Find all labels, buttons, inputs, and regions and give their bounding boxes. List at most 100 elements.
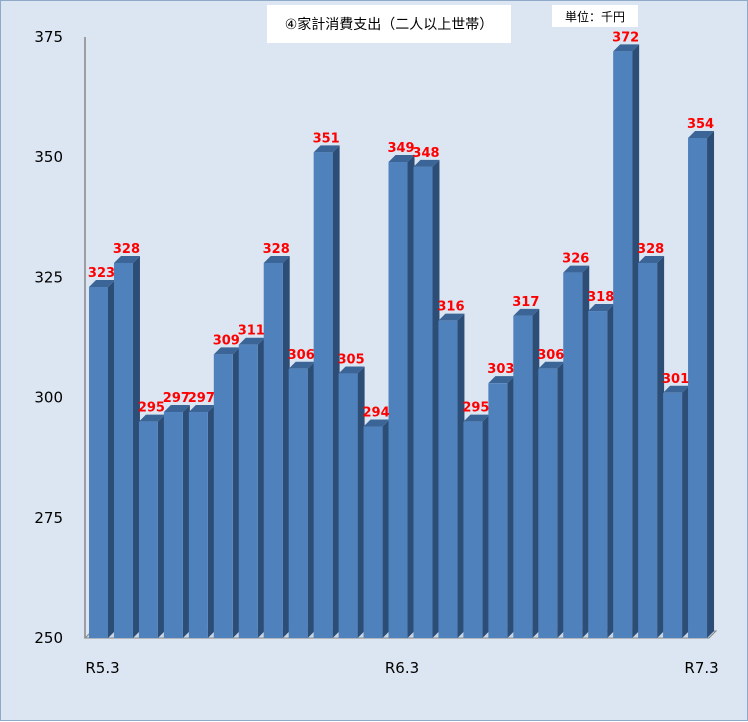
data-label: 301 (662, 372, 689, 387)
x-tick-label: R5.3 (85, 659, 119, 677)
bar (288, 361, 315, 638)
bar-front (138, 421, 158, 638)
data-label: 306 (288, 348, 315, 363)
bar (89, 280, 115, 638)
bar-front (588, 311, 608, 638)
bar (438, 313, 465, 638)
bar (613, 44, 640, 638)
data-label: 348 (412, 146, 439, 161)
data-label: 372 (612, 30, 639, 45)
data-label: 295 (138, 401, 165, 416)
y-axis-ticks: 250 275 300 325 350 375 (34, 28, 63, 647)
data-labels: 3233282952972973093113283063513052943493… (88, 30, 714, 420)
bar (313, 145, 340, 638)
bar (563, 265, 590, 638)
bar-top (363, 419, 390, 427)
data-label: 328 (263, 242, 290, 257)
bar-top (238, 337, 265, 345)
data-label: 311 (238, 324, 265, 339)
y-tick-label: 300 (34, 389, 63, 407)
bar-side (357, 366, 365, 638)
bar-front (338, 373, 358, 638)
bar-top (688, 130, 715, 138)
bar (138, 414, 165, 638)
bar-side (557, 361, 565, 638)
bar-top (113, 255, 140, 263)
bar-top (488, 376, 515, 384)
bar-side (407, 155, 415, 638)
bar-front (238, 344, 258, 638)
data-label: 297 (188, 391, 215, 406)
data-label: 323 (88, 266, 115, 281)
bar (363, 419, 390, 638)
bar-top (288, 361, 315, 369)
bar (638, 255, 665, 638)
data-label: 316 (437, 300, 464, 315)
bar-front (488, 383, 508, 638)
bar-top (313, 145, 340, 153)
bar (163, 405, 190, 638)
data-label: 328 (113, 242, 140, 257)
bar-top (213, 347, 240, 355)
x-tick-label: R6.3 (385, 659, 419, 677)
bar-side (132, 255, 140, 638)
bar (488, 376, 515, 638)
bar-top (563, 265, 590, 273)
bar-top (588, 304, 615, 312)
bar-front (538, 368, 558, 638)
bar-front (563, 272, 583, 638)
y-tick-label: 250 (34, 629, 63, 647)
data-label: 309 (213, 333, 240, 348)
data-label: 303 (487, 362, 514, 377)
bar-front (413, 166, 433, 639)
data-label: 354 (687, 117, 714, 132)
bar-side (657, 255, 665, 638)
bar-front (513, 315, 533, 638)
bar (213, 347, 240, 638)
bar (238, 337, 265, 638)
bar-top (163, 405, 190, 413)
data-label: 317 (512, 295, 539, 310)
bar-top (89, 280, 115, 288)
bar-side (507, 376, 515, 638)
unit-label: 単位：千円 (552, 5, 638, 27)
data-label: 305 (338, 353, 365, 368)
bar (188, 405, 215, 638)
bar-top (513, 308, 540, 316)
data-label: 351 (313, 131, 340, 146)
bar-front (313, 152, 333, 638)
bar (688, 130, 715, 638)
bar-front (438, 320, 458, 638)
bar-side (157, 414, 165, 638)
bar-side (382, 419, 390, 638)
bar-top (438, 313, 465, 321)
data-label: 318 (587, 290, 614, 305)
bar (113, 255, 140, 638)
y-tick-label: 325 (34, 268, 63, 286)
y-tick-label: 375 (34, 28, 63, 46)
bar-top (188, 405, 215, 413)
data-label: 306 (537, 348, 564, 363)
bar (263, 255, 290, 638)
bar-side (632, 44, 640, 638)
x-tick-label: R7.3 (684, 659, 718, 677)
bar-side (707, 130, 715, 638)
bar-front (688, 137, 708, 638)
bar-side (432, 159, 440, 639)
bar-front (288, 368, 308, 638)
bar-front (663, 392, 683, 638)
bar-side (332, 145, 340, 638)
bar (413, 159, 440, 639)
bar-side (307, 361, 315, 638)
bar-side (207, 405, 215, 638)
bar-top (613, 44, 640, 52)
bar-side (607, 304, 615, 638)
y-tick-label: 275 (34, 509, 63, 527)
y-tick-label: 350 (34, 148, 63, 166)
bar-side (482, 414, 490, 638)
bar-front (363, 426, 383, 638)
data-label: 349 (387, 141, 414, 156)
bar-front (463, 421, 483, 638)
data-label: 295 (462, 401, 489, 416)
